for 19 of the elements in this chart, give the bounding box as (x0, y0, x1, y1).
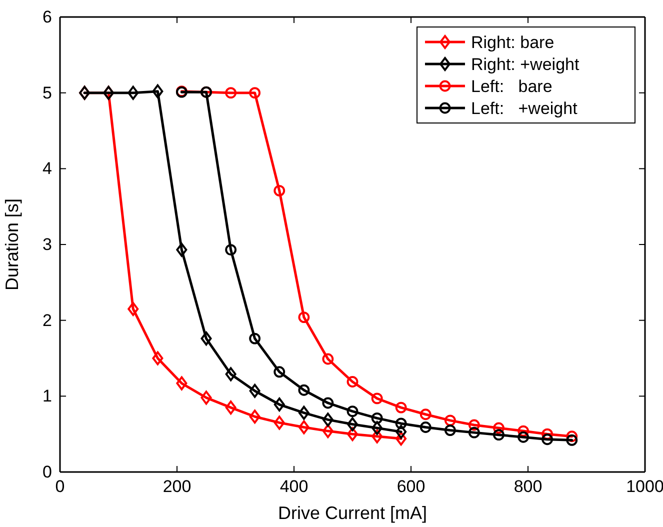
legend-label: Left: +weight (471, 99, 578, 118)
y-tick-label: 0 (42, 462, 52, 482)
legend-label: Left: bare (471, 77, 552, 96)
y-tick-label: 2 (42, 310, 52, 330)
y-tick-label: 3 (42, 234, 52, 254)
x-tick-label: 200 (162, 477, 192, 496)
legend-label: Right: bare (471, 33, 554, 52)
x-tick-label: 800 (514, 477, 542, 496)
y-tick-label: 5 (42, 83, 52, 102)
x-tick-label: 0 (55, 477, 65, 496)
x-tick-label: 1000 (626, 477, 663, 496)
legend-label: Right: +weight (471, 55, 580, 74)
y-tick-label: 6 (42, 7, 52, 26)
y-tick-label: 1 (42, 386, 52, 406)
x-tick-label: 400 (280, 477, 308, 496)
x-tick-label: 600 (396, 477, 426, 496)
x-axis-title: Drive Current [mA] (278, 503, 428, 523)
y-axis-title: Duration [s] (2, 198, 22, 291)
y-tick-label: 4 (42, 159, 52, 178)
